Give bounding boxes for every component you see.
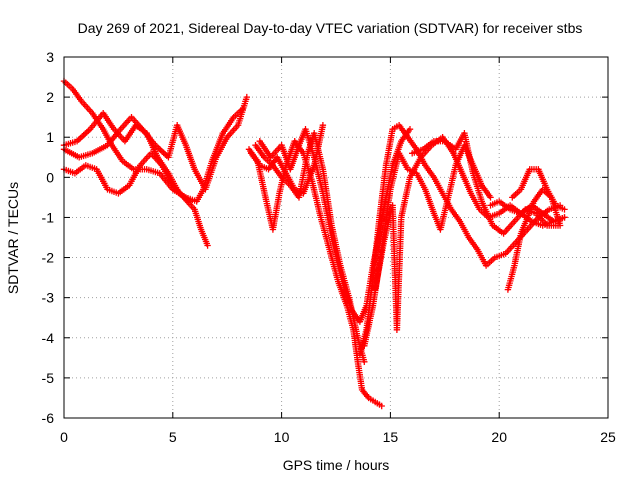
y-axis-label: SDTVAR / TECUs bbox=[5, 182, 21, 294]
x-tick-label: 20 bbox=[491, 429, 507, 445]
x-tick-label: 15 bbox=[383, 429, 399, 445]
series-track-14 bbox=[509, 166, 568, 213]
data-point bbox=[319, 122, 327, 129]
data-point bbox=[561, 214, 568, 221]
y-tick-label: 2 bbox=[46, 89, 54, 105]
data-point bbox=[187, 198, 194, 205]
series-track-10 bbox=[361, 142, 494, 349]
series-track-15 bbox=[487, 198, 568, 225]
chart-title: Day 269 of 2021, Sidereal Day-to-day VTE… bbox=[78, 20, 583, 36]
y-tick-label: 1 bbox=[46, 129, 54, 145]
series-track-7 bbox=[252, 130, 368, 365]
series-track-4 bbox=[60, 93, 250, 193]
data-point bbox=[556, 222, 564, 229]
y-tick-label: -6 bbox=[42, 410, 55, 426]
x-tick-label: 0 bbox=[60, 429, 68, 445]
data-point bbox=[243, 93, 250, 101]
y-tick-label: -3 bbox=[42, 290, 55, 306]
plot-frame bbox=[63, 56, 609, 419]
y-tick-label: -1 bbox=[42, 209, 55, 225]
y-tick-label: -5 bbox=[42, 370, 55, 386]
data-point bbox=[361, 358, 368, 365]
data-point bbox=[406, 126, 414, 133]
axis-ticks: 0 5 10 15 20 25 -6 -5 -4 -3 -2 -1 0 1 2 3 bbox=[42, 49, 616, 445]
data-point bbox=[487, 194, 494, 201]
y-tick-label: -4 bbox=[42, 330, 55, 346]
y-tick-label: 3 bbox=[46, 49, 54, 65]
series-track-8 bbox=[256, 126, 414, 325]
data-marks bbox=[60, 77, 568, 410]
x-tick-label: 5 bbox=[169, 429, 177, 445]
x-tick-label: 10 bbox=[274, 429, 290, 445]
data-point bbox=[378, 402, 385, 410]
x-tick-label: 25 bbox=[600, 429, 616, 445]
y-tick-label: -2 bbox=[42, 250, 55, 266]
series-track-5 bbox=[245, 138, 385, 410]
x-axis-label: GPS time / hours bbox=[283, 457, 390, 473]
y-tick-label: 0 bbox=[46, 169, 54, 185]
data-point bbox=[204, 242, 211, 249]
data-point bbox=[561, 206, 568, 213]
